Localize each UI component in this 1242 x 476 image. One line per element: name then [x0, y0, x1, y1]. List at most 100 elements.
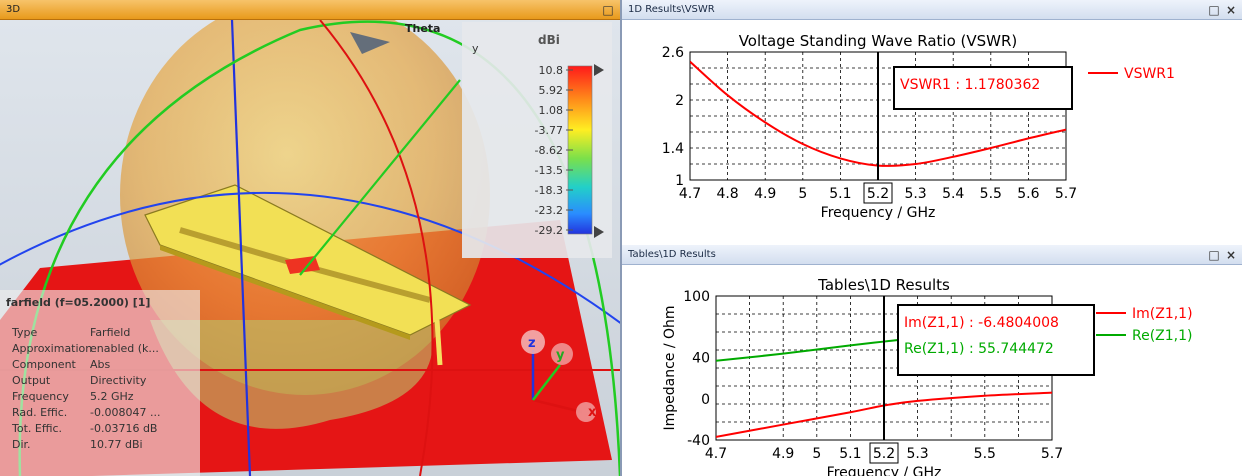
maximize-icon[interactable]: □	[1208, 3, 1220, 17]
info-row: Type Farfield	[12, 326, 198, 342]
colorbar-tick-label: 1.08	[539, 104, 564, 117]
legend-label: Re(Z1,1)	[1132, 328, 1193, 344]
colorbar-tick-label: 5.92	[539, 84, 564, 97]
close-icon[interactable]: ×	[1225, 3, 1237, 17]
gizmo-x-line	[532, 398, 583, 414]
info-value: Farfield	[90, 326, 131, 339]
farfield-3d-view[interactable]: Theta y dBi 10.8 5.92 1.08 -3.77 -8.62 -13.5 -…	[0, 20, 620, 476]
marker-tick-box	[863, 182, 893, 204]
y-tick-label: 1	[675, 173, 684, 189]
gizmo-z-label: z	[528, 336, 536, 351]
marker-tick-box	[869, 442, 899, 464]
x-tick-label: 5.7	[1041, 446, 1063, 462]
y-tick-label: -40	[687, 433, 710, 449]
legend-label: Im(Z1,1)	[1132, 306, 1193, 322]
feed-pin	[434, 319, 443, 366]
gizmo-y-label: y	[556, 348, 565, 363]
axis-line-blue	[230, 20, 252, 476]
info-row: Approximation enabled (k...	[12, 342, 198, 358]
x-tick-label: 5.4	[942, 186, 964, 202]
gizmo-x-label: x	[588, 405, 597, 420]
info-key: Approximation	[12, 342, 93, 355]
info-key: Dir.	[12, 438, 31, 451]
maximize-icon[interactable]: □	[602, 3, 614, 17]
x-tick-label: 4.8	[716, 186, 738, 202]
maximize-icon[interactable]: □	[1208, 248, 1220, 262]
colorbar-tick-label: -3.77	[535, 124, 563, 137]
vswr-chart[interactable]: Voltage Standing Wave Ratio (VSWR) 4.7 4.8…	[622, 20, 1242, 240]
info-value: Abs	[90, 358, 111, 371]
colorbar-min-marker[interactable]	[594, 226, 604, 238]
x-axis-label: Frequency / GHz	[827, 465, 942, 476]
info-key: Component	[12, 358, 76, 371]
x-tick-label: 5.7	[1055, 186, 1077, 202]
x-tick-label: 5.3	[906, 446, 928, 462]
y-tick-label: 1.4	[662, 141, 684, 157]
colorbar-tick-label: -8.62	[535, 144, 563, 157]
info-key: Rad. Effic.	[12, 406, 68, 419]
theta-label: Theta	[405, 22, 440, 35]
y-tick-label: 100	[683, 289, 710, 305]
x-tick-label: 5.6	[1017, 186, 1039, 202]
gizmo-y-ball	[551, 343, 573, 365]
info-row: Output Directivity	[12, 374, 198, 390]
radiation-lower-lobe	[150, 320, 433, 429]
vswr-panel: 1D Results\VSWR □ × Voltage Standing Wav…	[622, 0, 1242, 240]
panel-title: 3D	[6, 4, 21, 15]
gizmo-y-line	[532, 364, 561, 401]
legend-label: VSWR1	[1124, 66, 1175, 82]
info-key: Frequency	[12, 390, 69, 403]
info-value: -0.008047 ...	[90, 406, 161, 419]
phi-circle-blue	[0, 191, 620, 324]
chart-title: Tables\1D Results	[817, 276, 950, 294]
x-tick-label: 5.1	[829, 186, 851, 202]
x-tick-label: 5.5	[974, 446, 996, 462]
info-value: -0.03716 dB	[90, 422, 158, 435]
farfield-info-box: farfield (f=05.2000) [1] Type Farfield App…	[0, 290, 200, 476]
info-row: Dir. 10.77 dBi	[12, 438, 198, 454]
y-axis-label: Impedance / Ohm	[662, 305, 678, 430]
x-tick-label: 4.7	[705, 446, 727, 462]
farfield-3d-panel: 3D □	[0, 0, 620, 476]
panel-divider[interactable]	[620, 0, 622, 476]
info-value: 5.2 GHz	[90, 390, 134, 403]
colorbar-tick-label: -29.2	[535, 224, 563, 237]
info-row: Frequency 5.2 GHz	[12, 390, 198, 406]
colorbar-unit: dBi	[538, 33, 560, 47]
marker-annotation: Re(Z1,1) : 55.744472	[904, 341, 1054, 357]
close-icon[interactable]: ×	[1225, 248, 1237, 262]
gizmo-z-ball	[521, 330, 545, 354]
x-tick-label: 4.9	[772, 446, 794, 462]
colorbar-tick-label: -13.5	[535, 164, 563, 177]
vswr-titlebar: 1D Results\VSWR □ ×	[622, 0, 1242, 20]
colorbar-tick-label: 10.8	[539, 64, 564, 77]
info-value: Directivity	[90, 374, 147, 387]
y-tick-label: 2.6	[662, 45, 684, 61]
colorbar-max-marker[interactable]	[594, 64, 604, 76]
x-tick-label: 5	[798, 186, 807, 202]
impedance-chart[interactable]: Tables\1D Results 4.7 4.9 5 5.1 5.2 5.3 5.5 5.7 1…	[622, 265, 1242, 476]
y-tick-label: 2	[675, 93, 684, 109]
farfield-info-title: farfield (f=05.2000) [1]	[6, 296, 151, 309]
tables-panel: Tables\1D Results □ × Tables\1D Results 4…	[622, 245, 1242, 476]
colorbar-tick-label: -23.2	[535, 204, 563, 217]
theta-circle-red	[319, 20, 434, 476]
y-tick-label: 40	[692, 351, 710, 367]
info-row: Tot. Effic. -0.03716 dB	[12, 422, 198, 438]
colorbar-ticks: 10.8 5.92 1.08 -3.77 -8.62 -13.5 -18.3 -23.2 -29…	[535, 64, 604, 238]
x-tick-label: 4.9	[754, 186, 776, 202]
vector-arrow	[350, 32, 390, 54]
vector-green	[299, 79, 461, 276]
farfield-3d-titlebar: 3D □	[0, 0, 620, 20]
info-key: Tot. Effic.	[12, 422, 63, 435]
chart-title: Voltage Standing Wave Ratio (VSWR)	[739, 32, 1018, 50]
marker-annotation: Im(Z1,1) : -6.4804008	[904, 315, 1059, 331]
antenna-substrate-edge	[160, 245, 410, 340]
x-tick-label: 4.7	[679, 186, 701, 202]
info-key: Type	[12, 326, 38, 339]
info-row: Rad. Effic. -0.008047 ...	[12, 406, 198, 422]
x-tick-label: 5.2	[867, 186, 889, 202]
marker-annotation-box	[897, 304, 1095, 376]
panel-title: 1D Results\VSWR	[628, 4, 715, 15]
x-axis-label: Frequency / GHz	[821, 205, 936, 221]
